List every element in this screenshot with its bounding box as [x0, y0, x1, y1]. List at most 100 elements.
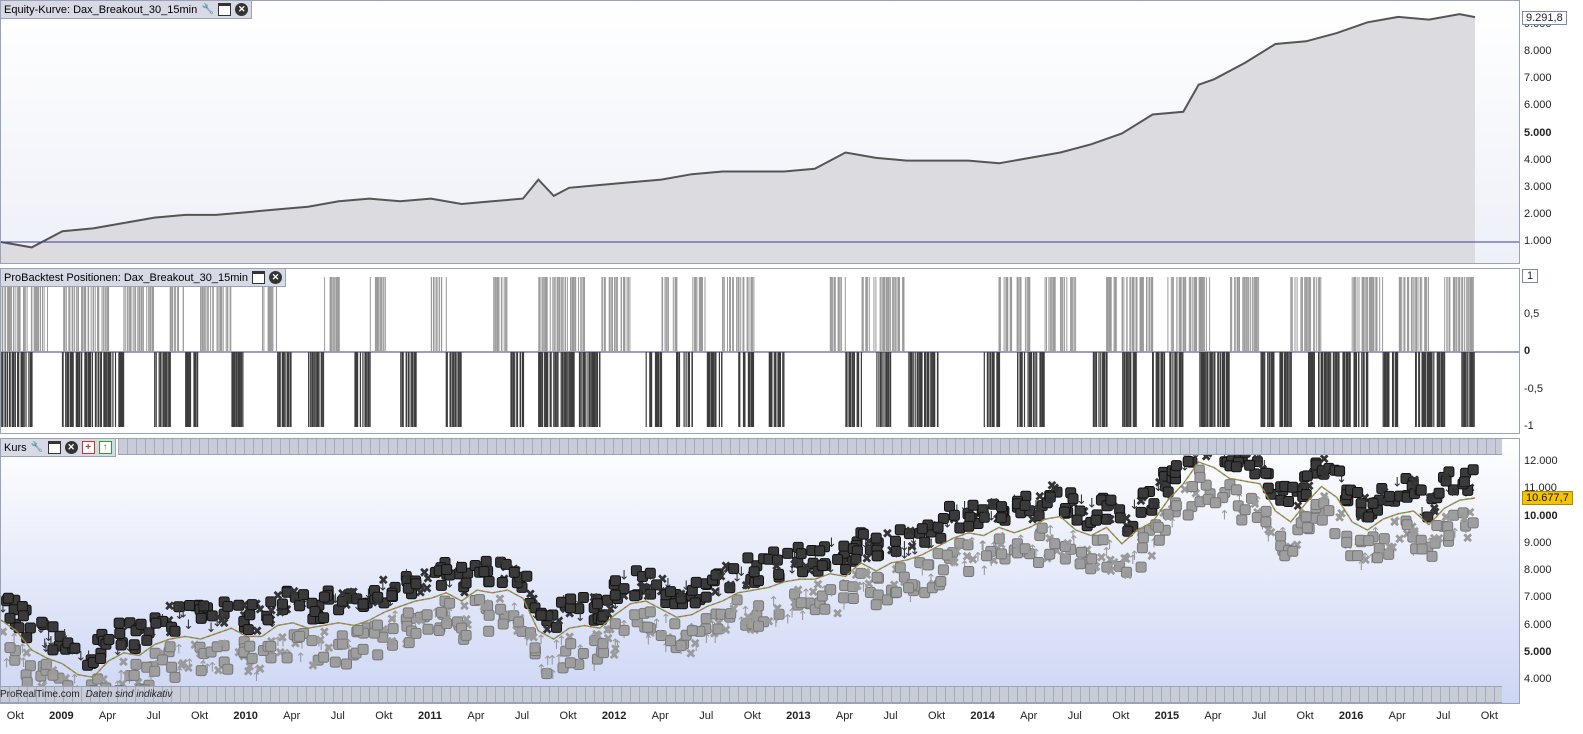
sell-marker: ✖ [1046, 479, 1057, 494]
sell-marker: ↓ [41, 619, 52, 634]
buy-marker: ↑ [1122, 551, 1133, 566]
buy-marker [1363, 535, 1375, 547]
buy-marker: ✖ [524, 630, 535, 645]
buy-marker: ✖ [1062, 537, 1073, 552]
buy-marker: ↑ [612, 639, 623, 654]
positions-y-tick: 0,5 [1524, 307, 1540, 320]
sell-marker [1287, 481, 1299, 493]
buy-marker: ✖ [1059, 550, 1070, 565]
sell-marker: ↓ [1252, 450, 1263, 465]
buy-marker: ✖ [1096, 551, 1107, 566]
buy-marker: ✖ [832, 607, 843, 622]
buy-marker: ↑ [116, 669, 127, 684]
buy-marker [665, 635, 677, 647]
buy-marker: ↑ [1360, 551, 1371, 566]
sell-marker: ✖ [1424, 491, 1435, 506]
buy-marker [337, 638, 348, 650]
buy-marker [618, 624, 630, 636]
buy-marker: ↑ [272, 635, 283, 650]
buy-marker [1323, 505, 1335, 517]
buy-marker [847, 593, 859, 604]
buy-marker [4, 642, 16, 654]
sell-marker: ✖ [1201, 450, 1212, 465]
x-month-label: Okt [1480, 710, 1498, 722]
x-year-label: 2011 [417, 710, 442, 722]
sell-marker [1122, 525, 1134, 537]
buy-marker: ↑ [782, 612, 793, 627]
buy-marker [881, 594, 893, 606]
sell-marker [840, 564, 852, 575]
buy-marker [281, 652, 293, 664]
price-y-tick: 8.000 [1524, 564, 1552, 576]
close-icon[interactable]: ✕ [64, 441, 78, 454]
positions-panel[interactable] [0, 268, 1520, 434]
x-month-label: Jul [330, 710, 345, 722]
sell-marker: ↓ [575, 610, 586, 625]
buy-marker: ↑ [282, 647, 293, 662]
equity-y-tick: 5.000 [1524, 126, 1552, 139]
buy-marker: ↑ [551, 638, 562, 653]
buy-marker: ✖ [1389, 515, 1400, 530]
sell-marker [1283, 496, 1294, 507]
buy-marker: ✖ [863, 578, 874, 593]
sell-marker: ✖ [423, 572, 434, 587]
sell-marker [372, 591, 384, 603]
sell-marker: ✖ [1068, 498, 1079, 513]
close-icon[interactable]: ✕ [235, 3, 249, 16]
buy-marker: ↑ [723, 617, 734, 632]
buy-marker [306, 635, 318, 647]
sell-marker [1230, 461, 1242, 473]
wrench-icon[interactable]: 🔧 [201, 3, 214, 15]
sell-marker: ↓ [385, 595, 396, 610]
price-y-tick: 9.000 [1524, 536, 1552, 549]
buy-marker: ↑ [556, 634, 567, 649]
sell-marker: ✖ [176, 602, 187, 617]
sell-marker [816, 560, 828, 572]
buy-marker: ✖ [741, 615, 752, 630]
sell-marker [69, 642, 81, 654]
buy-marker [483, 625, 495, 637]
equity-y-tick: 6.000 [1524, 99, 1552, 112]
buy-marker: ✖ [1119, 552, 1130, 567]
buy-marker [1209, 497, 1221, 509]
buy-marker: ✖ [1121, 553, 1132, 568]
buy-marker: ✖ [1179, 483, 1190, 498]
sell-marker [1044, 491, 1056, 503]
buy-marker: ↑ [949, 556, 960, 571]
window-icon[interactable] [251, 271, 265, 284]
buy-marker: ↑ [1104, 538, 1115, 553]
arrow-up-icon[interactable]: ↑ [98, 441, 112, 454]
sell-marker: ↓ [610, 598, 621, 613]
buy-marker [1153, 534, 1165, 546]
sell-marker [1071, 514, 1083, 526]
sell-marker [242, 624, 254, 636]
buy-marker: ↑ [173, 643, 184, 658]
buy-marker [402, 607, 414, 619]
price-panel[interactable]: ↑✖↓↑✖↑↑✖↑✖✖↑↓↓✖↓↓✖↑✖↓✖↓✖✖✖✖↑✖✖✖↓↑✖✖↓↓↓↑↑… [0, 438, 1520, 704]
close-icon[interactable]: ✕ [268, 271, 282, 284]
wrench-icon[interactable]: 🔧 [30, 441, 44, 453]
buy-marker [847, 581, 859, 593]
add-indicator-icon[interactable]: + [81, 441, 95, 454]
buy-marker: ↑ [1320, 493, 1331, 508]
buy-marker [753, 600, 765, 612]
buy-marker: ↑ [1219, 509, 1230, 524]
sell-marker [773, 568, 785, 580]
sell-marker: ↓ [330, 592, 341, 607]
window-icon[interactable] [218, 3, 232, 16]
sell-marker: ↓ [183, 618, 194, 633]
price-line-green [1, 461, 1476, 679]
sell-marker: ✖ [771, 560, 782, 575]
sell-marker [460, 577, 472, 589]
buy-marker [1341, 536, 1353, 548]
buy-marker: ↑ [1376, 540, 1387, 555]
buy-marker: ✖ [243, 665, 254, 680]
buy-marker: ✖ [1441, 511, 1452, 526]
buy-marker [1301, 522, 1313, 534]
buy-marker [1074, 558, 1086, 570]
window-icon[interactable] [47, 441, 61, 454]
positions-panel-header: ProBacktest Positionen: Dax_Breakout_30_… [0, 268, 286, 287]
equity-panel[interactable] [0, 0, 1520, 264]
sell-marker [36, 616, 48, 628]
sell-marker [996, 501, 1008, 513]
